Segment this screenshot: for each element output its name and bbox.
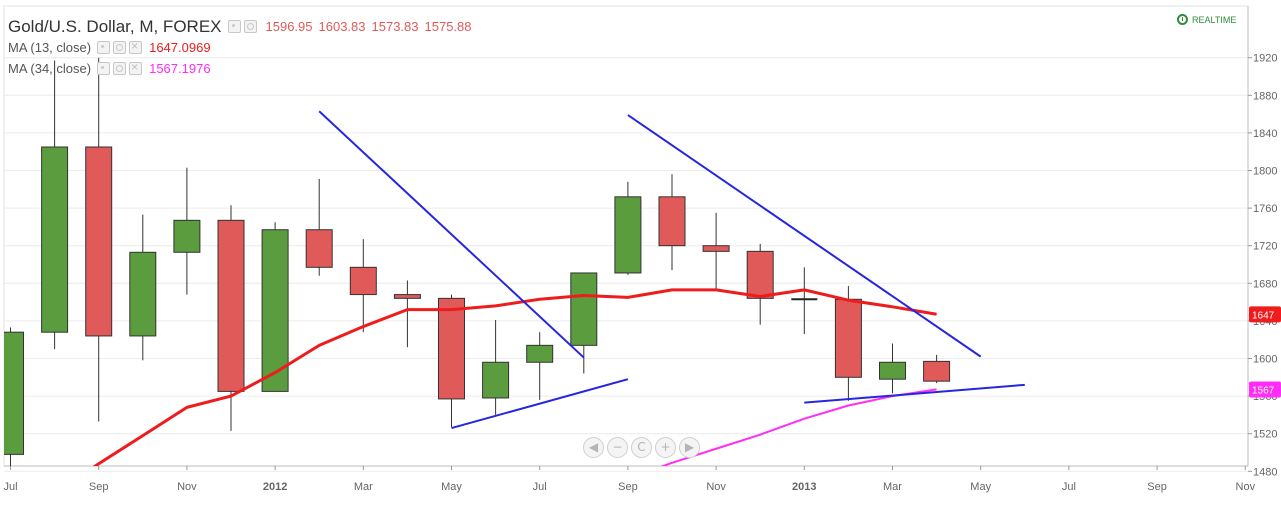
price-badge-label: 1567 — [1252, 386, 1275, 397]
candle-body — [85, 146, 113, 337]
candle-body — [173, 219, 201, 253]
high-value: 1603.83 — [318, 19, 366, 34]
realtime-indicator: REALTIME — [1177, 14, 1236, 25]
zoom-out-button[interactable]: − — [607, 437, 628, 458]
y-tick-label: 1920 — [1253, 53, 1277, 65]
candle-body — [438, 297, 465, 400]
scroll-left-button[interactable]: ◀ — [583, 437, 604, 458]
zoom-in-button[interactable]: + — [655, 437, 676, 458]
chart-navigation: ◀ − C + ▶ — [583, 437, 700, 458]
x-tick-label: 2012 — [263, 481, 287, 493]
gear-icon[interactable] — [113, 41, 127, 54]
close-value: 1575.88 — [424, 19, 472, 34]
x-tick-label: Mar — [354, 481, 373, 493]
clock-icon — [1177, 14, 1188, 25]
y-tick-label: 1800 — [1253, 166, 1277, 178]
candle-body — [614, 196, 642, 274]
y-tick-label: 1480 — [1253, 466, 1277, 478]
low-value: 1573.83 — [371, 19, 419, 34]
candle-body — [746, 250, 774, 299]
x-tick-label: Jul — [3, 481, 17, 493]
candle-body — [349, 266, 377, 296]
trendline — [804, 383, 1025, 404]
x-tick-label: Sep — [89, 481, 109, 493]
x-tick-label: Jul — [1062, 481, 1076, 493]
title-row: Gold/U.S. Dollar, M, FOREX 1596.95 1603.… — [8, 16, 472, 37]
x-tick-label: Sep — [1147, 481, 1167, 493]
price-badge — [1249, 381, 1281, 398]
ma34-value: 1567.1976 — [149, 61, 211, 76]
trendline — [451, 378, 629, 430]
candle-body — [305, 229, 333, 268]
ma13-row: MA (13, close) 1647.0969 — [8, 37, 472, 58]
candle-body — [393, 294, 421, 299]
candle-body — [526, 344, 554, 363]
eye-icon[interactable] — [97, 41, 111, 54]
symbol-title: Gold/U.S. Dollar, M, FOREX — [8, 16, 222, 36]
x-tick-label: 2013 — [792, 481, 816, 493]
x-tick-label: May — [970, 481, 991, 493]
eye-icon[interactable] — [97, 62, 111, 75]
close-icon[interactable] — [129, 39, 143, 54]
close-icon[interactable] — [129, 60, 143, 75]
ma34-label: MA (34, close) — [8, 61, 92, 76]
ma34-row: MA (34, close) 1567.1976 — [8, 58, 472, 79]
plot-content — [4, 57, 1025, 466]
price-badge-label: 1647 — [1252, 310, 1275, 321]
y-tick-label: 1680 — [1253, 278, 1277, 290]
trendline — [318, 110, 585, 359]
gear-icon[interactable] — [113, 62, 127, 75]
chart-legend: Gold/U.S. Dollar, M, FOREX 1596.95 1603.… — [8, 16, 472, 79]
x-tick-label: Mar — [883, 481, 902, 493]
y-tick-label: 1880 — [1253, 90, 1277, 102]
candle-body — [658, 196, 686, 247]
x-tick-label: Sep — [618, 481, 638, 493]
candle-body — [129, 251, 157, 337]
x-tick-label: May — [441, 481, 462, 493]
candle-body — [834, 298, 862, 378]
scroll-right-button[interactable]: ▶ — [679, 437, 700, 458]
candle-body — [261, 229, 289, 392]
candle-body — [570, 272, 598, 346]
ma13-label: MA (13, close) — [8, 40, 92, 55]
reset-button[interactable]: C — [631, 437, 652, 458]
x-tick-label: Nov — [177, 481, 197, 493]
candle-body — [217, 219, 245, 392]
candle-body — [879, 361, 906, 380]
x-tick-label: Nov — [706, 481, 726, 493]
x-tick-label: Jul — [533, 481, 547, 493]
open-value: 1596.95 — [265, 19, 313, 34]
candle-body — [4, 331, 24, 455]
price-badge — [1249, 306, 1281, 323]
eye-icon[interactable] — [227, 20, 241, 33]
gear-icon[interactable] — [243, 20, 257, 33]
y-tick-label: 1600 — [1253, 354, 1277, 366]
realtime-label: REALTIME — [1192, 14, 1237, 25]
x-tick-label: Nov — [1236, 481, 1256, 493]
y-tick-label: 1840 — [1253, 128, 1277, 140]
trendline — [627, 114, 982, 358]
ma13-line — [92, 288, 937, 466]
y-tick-label: 1520 — [1253, 429, 1277, 441]
y-tick-label: 1720 — [1253, 241, 1277, 253]
candle-body — [41, 146, 69, 333]
candle-body — [482, 361, 510, 399]
y-tick-label: 1760 — [1253, 203, 1277, 215]
candle-body — [702, 245, 730, 252]
ma13-value: 1647.0969 — [149, 40, 211, 55]
candle-body — [923, 360, 951, 382]
ma34-line — [660, 388, 937, 466]
